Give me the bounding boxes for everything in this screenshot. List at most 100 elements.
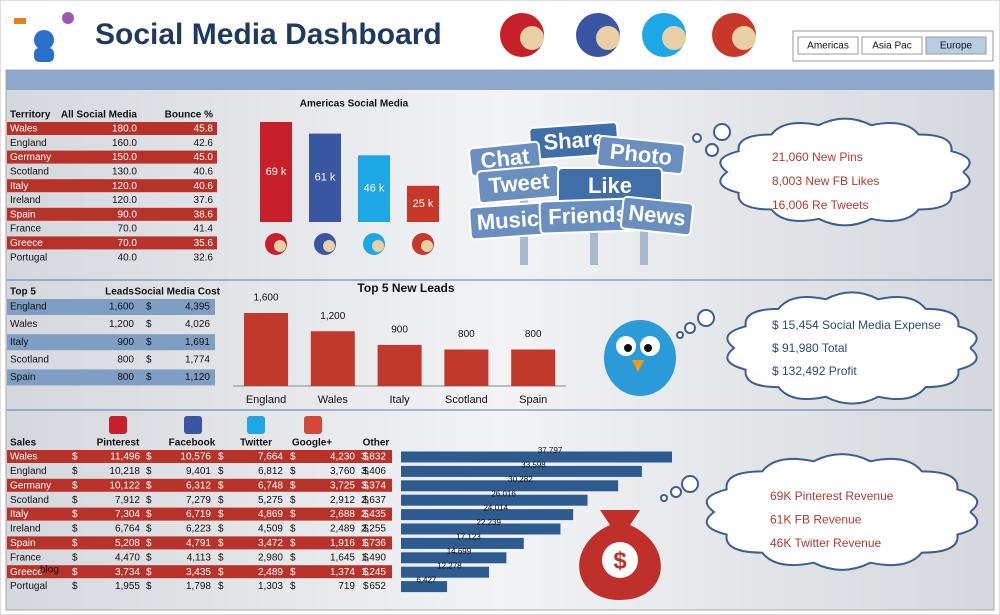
row-highlight <box>7 450 392 463</box>
value-label: 800 <box>458 329 475 340</box>
bar <box>401 465 642 477</box>
bar <box>401 523 561 535</box>
region-button[interactable] <box>925 36 987 55</box>
cell: 1,490 <box>361 552 386 563</box>
cell: 6,312 <box>186 480 211 491</box>
cell: 4,026 <box>185 319 210 330</box>
cell: 2,688 <box>330 509 355 520</box>
row-highlight <box>7 536 392 550</box>
bar <box>401 566 490 578</box>
cell: 4,113 <box>187 552 212 563</box>
sheep-face <box>372 240 384 252</box>
cell: $ <box>363 509 369 520</box>
cloud-bubble <box>676 331 684 339</box>
cell: $ <box>146 581 152 592</box>
cloud-text: $ 91,980 Total <box>772 341 847 355</box>
value-label: 33,598 <box>521 461 546 470</box>
region-button[interactable] <box>797 36 859 55</box>
cell: $ <box>146 495 152 506</box>
cell: $ <box>290 538 296 549</box>
cell: $ <box>72 524 78 535</box>
cell: 7,279 <box>186 495 211 506</box>
cell: 5,275 <box>258 495 283 506</box>
x-tick-label: Wales <box>318 394 349 406</box>
cell: $ <box>146 552 152 563</box>
bar <box>511 349 556 386</box>
cell: Wales <box>10 452 37 463</box>
sign-text: Music <box>476 206 540 235</box>
row-highlight <box>7 179 217 193</box>
x-tick-label: England <box>246 394 286 406</box>
region-button[interactable] <box>861 36 923 55</box>
value-label: 30,282 <box>508 475 533 484</box>
cell: 4,395 <box>185 302 210 313</box>
cell: 3,374 <box>361 480 386 491</box>
cell: 37.6 <box>194 195 214 206</box>
bag-symbol: $ <box>613 547 627 574</box>
cell: $ <box>146 567 152 578</box>
cell: $ <box>146 524 152 535</box>
cell: Scotland <box>10 354 49 365</box>
cell: 2,637 <box>361 495 386 506</box>
x-tick-label: Scotland <box>445 394 488 406</box>
cell: 42.6 <box>194 138 214 149</box>
cell: 1,798 <box>186 581 211 592</box>
cell: $ <box>72 452 78 463</box>
column-header: Leads <box>105 287 134 298</box>
cell: 9,401 <box>186 466 211 477</box>
cell: $ <box>146 372 152 383</box>
cell: Ireland <box>10 195 41 206</box>
column-header: Facebook <box>169 438 216 449</box>
row-highlight <box>7 334 215 351</box>
cell: 3,435 <box>186 567 211 578</box>
cell: 120.0 <box>112 195 137 206</box>
cloud-bubble <box>684 322 696 334</box>
cell: $ <box>290 567 296 578</box>
bar <box>401 552 507 564</box>
value-label: 1,600 <box>253 293 278 304</box>
cloud-text: 61K FB Revenue <box>770 513 862 527</box>
cell: 4,470 <box>115 552 140 563</box>
value-label: 17,123 <box>456 533 481 542</box>
cell: $ <box>72 552 78 563</box>
sign: News <box>619 195 695 237</box>
cell: 150.0 <box>112 152 137 163</box>
cell: Portugal <box>10 581 47 592</box>
cell: 38.6 <box>194 209 214 220</box>
cloud-bubble <box>697 309 715 327</box>
row-highlight <box>7 207 217 221</box>
cell: $ <box>363 524 369 535</box>
cell: $ <box>72 581 78 592</box>
cell: 3,832 <box>361 452 386 463</box>
cell: 6,748 <box>258 480 283 491</box>
bar <box>401 494 588 506</box>
region-label[interactable]: Americas <box>807 41 849 52</box>
value-label: 900 <box>391 325 408 336</box>
cell: $ <box>146 452 152 463</box>
cloud-text: 21,060 New Pins <box>772 150 863 164</box>
cell: 1,691 <box>185 337 210 348</box>
cell: 719 <box>338 581 355 592</box>
cell: 1,774 <box>185 354 210 365</box>
bar <box>260 122 292 222</box>
cloud-bubble <box>660 494 668 502</box>
sign: Friends <box>538 197 638 235</box>
cell: Ireland <box>10 524 41 535</box>
cell: 10,576 <box>180 452 211 463</box>
cell: $ <box>363 581 369 592</box>
cell: 160.0 <box>112 138 137 149</box>
sign: Tweet <box>476 163 562 205</box>
cell: 4,791 <box>186 538 211 549</box>
value-label: 26,016 <box>491 489 516 498</box>
cell: $ <box>290 581 296 592</box>
cell: 32.6 <box>194 252 214 263</box>
cell: 180.0 <box>112 124 137 135</box>
cell: England <box>10 138 47 149</box>
cell: 800 <box>117 372 134 383</box>
region-label[interactable]: Europe <box>940 41 973 52</box>
region-label[interactable]: Asia Pac <box>872 41 911 52</box>
cell: Greece <box>10 238 43 249</box>
cell: $ <box>218 567 224 578</box>
cloud-text: 69K Pinterest Revenue <box>770 489 894 503</box>
